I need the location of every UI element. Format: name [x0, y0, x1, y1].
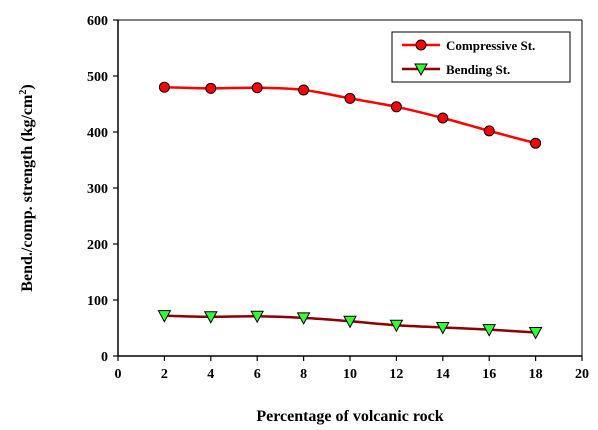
data-point-compressive-st — [344, 92, 356, 104]
legend-item-bending-st: Bending St. — [402, 62, 510, 77]
data-point-compressive-st — [298, 84, 310, 96]
series-layer — [157, 81, 543, 340]
data-point-compressive-st — [251, 82, 263, 94]
x-tick-label: 14 — [436, 367, 450, 382]
x-tick-label: 10 — [343, 367, 357, 382]
data-point-compressive-st — [530, 137, 542, 149]
data-point-bending-st — [250, 310, 265, 324]
legend: Compressive St. Bending St. — [391, 31, 571, 83]
data-point-bending-st — [435, 321, 450, 335]
legend-swatch-marker — [414, 63, 428, 77]
y-axis-title-main: Bend./comp. strength (kg/cm — [19, 94, 36, 292]
y-tick-label: 0 — [101, 350, 108, 365]
x-tick-label: 20 — [575, 367, 589, 382]
data-point-bending-st — [528, 326, 543, 340]
legend-swatch-marker — [415, 39, 427, 51]
y-tick-label: 500 — [87, 70, 108, 85]
legend-label: Bending St. — [446, 62, 510, 77]
data-point-compressive-st — [483, 125, 495, 137]
y-tick-label: 200 — [87, 238, 108, 253]
x-tick-label: 4 — [207, 367, 214, 382]
data-point-bending-st — [157, 310, 172, 323]
x-tick-label: 2 — [161, 367, 168, 382]
data-point-bending-st — [296, 312, 311, 325]
x-axis-title: Percentage of volcanic rock — [256, 408, 443, 425]
data-point-bending-st — [389, 319, 404, 333]
legend-item-compressive-st: Compressive St. — [402, 38, 535, 53]
y-axis-title-close: ) — [19, 84, 36, 89]
x-tick-label: 18 — [529, 367, 543, 382]
y-tick-label: 100 — [87, 294, 108, 309]
y-axis-title: Bend./comp. strength (kg/cm2) — [18, 84, 36, 291]
data-point-compressive-st — [158, 81, 170, 93]
y-tick-label: 300 — [87, 182, 108, 197]
data-point-bending-st — [203, 311, 218, 324]
y-axis-title-superscript: 2 — [18, 90, 29, 95]
x-tick-label: 8 — [300, 367, 307, 382]
x-tick-label: 16 — [482, 367, 496, 382]
x-tick-label: 0 — [115, 367, 122, 382]
x-tick-label: 6 — [254, 367, 261, 382]
y-tick-label: 600 — [87, 14, 108, 29]
data-point-compressive-st — [437, 112, 449, 124]
legend-label: Compressive St. — [446, 38, 535, 53]
data-point-bending-st — [343, 315, 357, 329]
data-point-bending-st — [482, 324, 497, 337]
data-point-compressive-st — [205, 82, 217, 94]
x-tick-label: 12 — [389, 367, 403, 382]
series-compressive-st — [158, 81, 542, 149]
data-point-compressive-st — [390, 101, 402, 113]
series-bending-st — [157, 310, 543, 340]
y-tick-label: 400 — [87, 126, 108, 141]
